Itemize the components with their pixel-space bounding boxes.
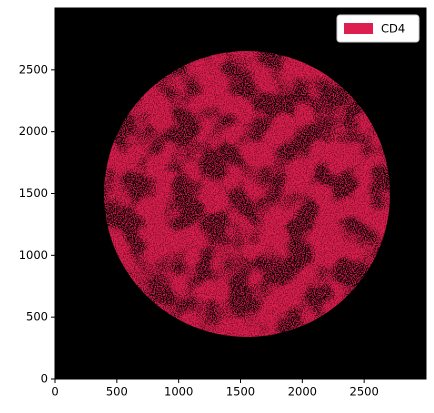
legend-swatch xyxy=(344,23,373,34)
legend: CD4 xyxy=(336,14,420,43)
x-tick-label: 500 xyxy=(106,385,128,399)
tissue-image xyxy=(104,51,390,337)
y-tick-label: 0 xyxy=(41,372,48,386)
x-tick-label: 1000 xyxy=(164,385,193,399)
y-tick-label: 1000 xyxy=(19,248,48,262)
legend-label: CD4 xyxy=(381,22,405,36)
x-tick-label: 0 xyxy=(51,385,58,399)
x-tick-label: 2000 xyxy=(288,385,317,399)
y-tick-label: 500 xyxy=(26,310,48,324)
y-tick-label: 2500 xyxy=(19,62,48,76)
y-tick-label: 1500 xyxy=(19,186,48,200)
image xyxy=(104,51,390,337)
x-tick-label: 1500 xyxy=(226,385,255,399)
x-tick-label: 2500 xyxy=(350,385,379,399)
y-tick-label: 2000 xyxy=(19,124,48,138)
legend-frame xyxy=(336,14,420,43)
